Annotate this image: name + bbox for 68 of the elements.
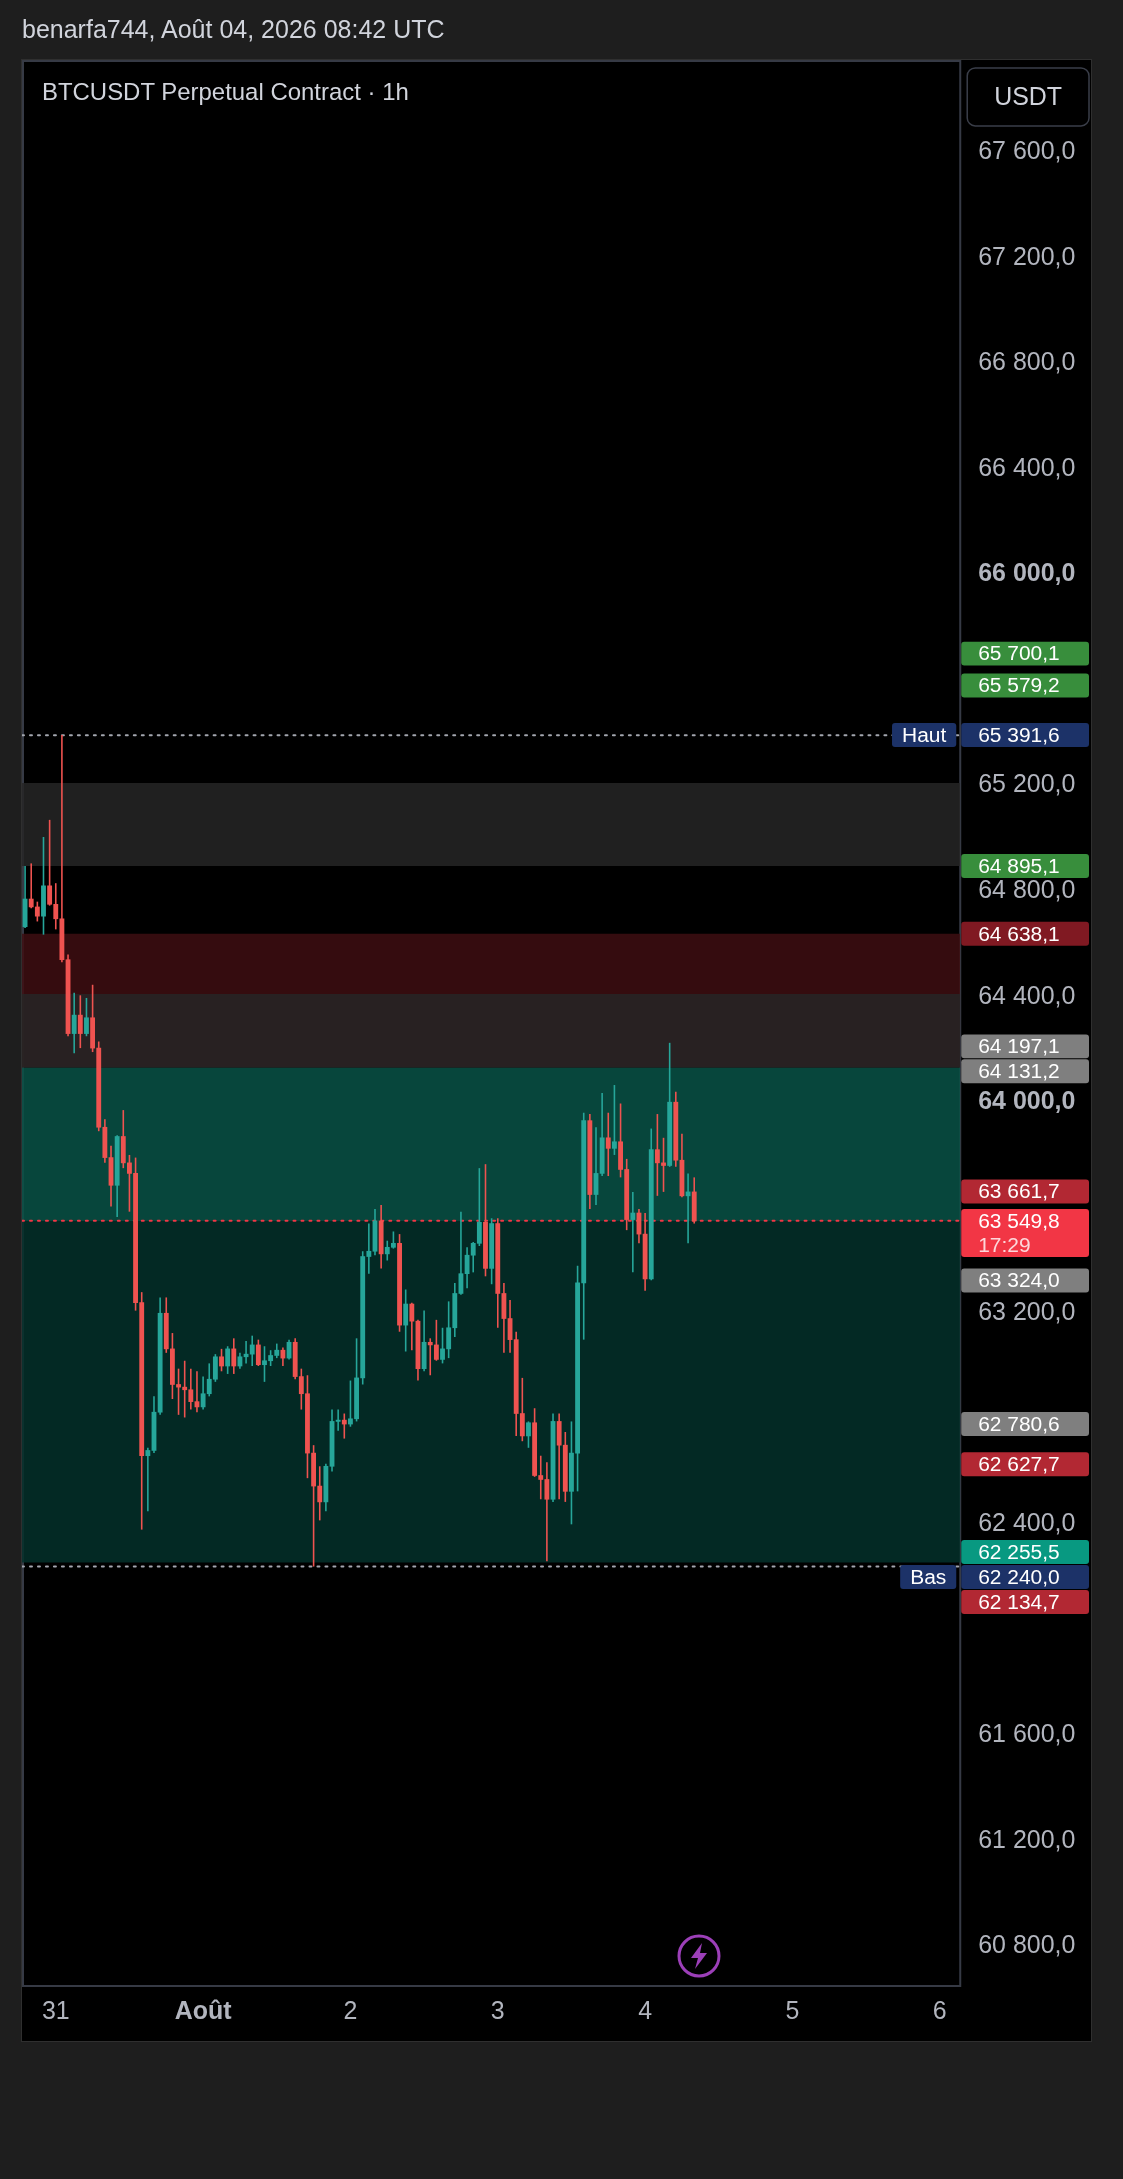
x-tick-label: 2 [343,1995,358,2024]
candlestick [249,1334,255,1367]
candlestick [409,1301,415,1351]
y-tick-label: 67 200,0 [978,241,1076,270]
candlestick [661,1137,666,1193]
y-tick-label: 65 391,6 [978,722,1060,746]
y-tick-label: 65 700,1 [978,641,1060,665]
candlestick [630,1191,636,1274]
candlestick [605,1111,611,1177]
candlestick [219,1348,224,1373]
candlestick [34,900,40,923]
candlestick [84,997,89,1038]
y-tick-label: 61 200,0 [978,1824,1076,1853]
text: 17:29 [978,1232,1031,1256]
y-tick-label: 64 000,0 [978,1086,1076,1115]
y-tick-label: 66 400,0 [978,452,1076,481]
y-tick-label: 64 197,1 [978,1034,1060,1058]
y-tick-label: 60 800,0 [978,1930,1076,1959]
y-tick-label: 67 600,0 [978,136,1076,165]
y-tick-label: 64 131,2 [978,1059,1060,1083]
x-tick-label: 3 [490,1995,505,2024]
y-tick-label: 62 134,7 [978,1589,1060,1613]
ref-line-label: Haut [902,722,947,746]
text: BTCUSDT Perpetual Contract · 1h [41,77,409,105]
candlestick [280,1346,286,1367]
candlestick [71,991,77,1055]
candlestick [225,1345,231,1375]
y-tick-label: 64 895,1 [978,853,1060,877]
y-tick-label: 62 400,0 [978,1508,1076,1537]
y-tick-label: 63 324,0 [978,1268,1060,1292]
y-tick-label: 65 200,0 [978,769,1076,798]
candlestick [335,1408,341,1432]
y-tick-label: 63 661,7 [978,1179,1060,1203]
y-tick-label: 62 255,5 [978,1539,1060,1563]
candlestick [526,1420,531,1449]
x-tick-label: 31 [41,1995,70,2024]
candlestick [611,1084,617,1156]
y-tick-label: 66 800,0 [978,347,1076,376]
candlestick [440,1326,445,1365]
ref-line-label: Bas [910,1564,947,1588]
candlestick [231,1337,237,1375]
y-tick-label: 62 780,6 [978,1411,1060,1435]
y-tick-label: 62 627,7 [978,1452,1060,1476]
x-tick-label: 5 [785,1995,800,2024]
candlestick [145,1447,151,1512]
y-tick-label: 64 638,1 [978,921,1060,945]
candlestick [28,862,34,910]
x-tick-label: Août [174,1995,232,2024]
y-tick-label: 63 200,0 [978,1297,1076,1326]
candlestick [341,1412,347,1440]
x-tick-label: 6 [932,1995,947,2024]
candlestick [77,994,83,1049]
y-tick-label: 64 400,0 [978,980,1076,1009]
y-tick-label: 63 549,8 [978,1208,1060,1232]
candlestick [654,1113,660,1197]
y-axis-title: USDT [994,81,1063,110]
candlestick [317,1465,323,1522]
candlestick [427,1337,433,1377]
candlestick [255,1338,261,1367]
x-tick-label: 4 [638,1995,653,2024]
y-tick-label: 66 000,0 [978,558,1076,587]
candlestick [403,1288,409,1353]
y-tick-label: 62 240,0 [978,1564,1060,1588]
text: benarfa744, Août 04, 2026 08:42 UTC [22,14,445,44]
y-tick-label: 65 579,2 [978,673,1060,697]
candlestick [685,1172,691,1245]
candlestick [433,1319,439,1362]
y-tick-label: 61 600,0 [978,1719,1076,1748]
